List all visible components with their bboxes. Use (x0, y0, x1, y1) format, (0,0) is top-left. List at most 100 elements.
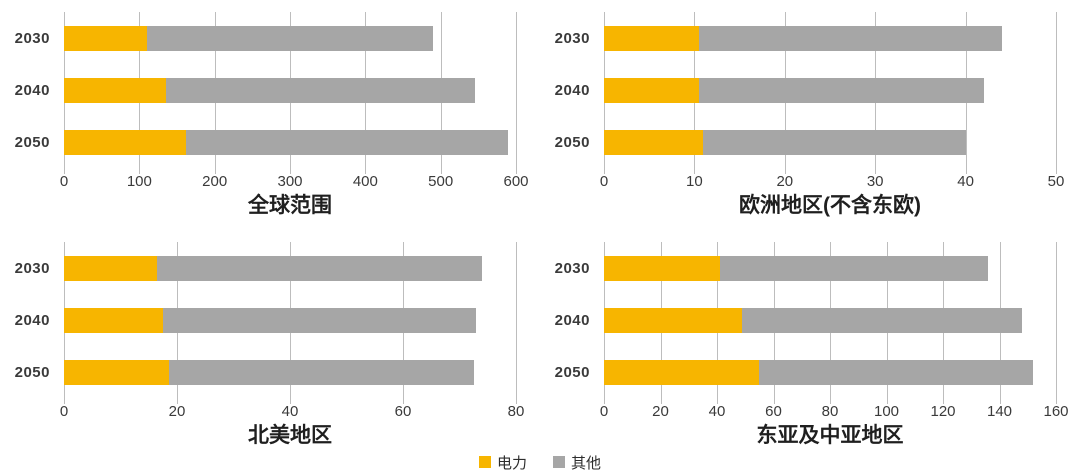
x-tick-label: 0 (599, 173, 609, 190)
bar-row (64, 346, 516, 398)
plot-row: 2030 2040 2050 (540, 12, 1080, 174)
bar-segment-electricity (64, 255, 158, 281)
bar-segment-other (162, 307, 477, 333)
plot-area (604, 12, 1057, 174)
charts-grid: 2030 2040 2050 0 100 200 300 400 500 600 全球范围 2030 2… (0, 0, 1080, 448)
stacked-bar (64, 77, 516, 103)
gridline (516, 242, 517, 404)
bar-segment-electricity (64, 25, 147, 51)
plot-area (64, 242, 517, 404)
x-tick-label: 300 (277, 173, 303, 190)
chart-2: 2030 2040 2050 0 10 20 30 40 50 欧洲地区(不含东欧) (540, 0, 1080, 237)
x-tick-label: 0 (59, 403, 69, 420)
y-axis-label: 2040 (554, 81, 590, 99)
x-axis: 0 20 40 60 80 100 120 140 160 (600, 398, 1069, 420)
legend: 电力 其他 (0, 448, 1080, 476)
bar-row (64, 12, 516, 64)
y-axis-label: 2040 (14, 81, 50, 99)
bar-segment-other (759, 359, 1034, 385)
stacked-bar (604, 255, 1056, 281)
chart-4: 2030 2040 2050 0 20 40 60 80 100 120 140 160 东亚及中亚地区 (540, 237, 1080, 448)
bar-segment-electricity (604, 25, 699, 51)
x-axis: 0 20 40 60 80 (60, 398, 525, 420)
bar-row (604, 12, 1056, 64)
bar-segment-electricity (64, 307, 163, 333)
bar-segment-electricity (604, 129, 704, 155)
bar-segment-other (703, 129, 966, 155)
stacked-bar (604, 307, 1056, 333)
x-tick-label: 0 (599, 403, 609, 420)
x-axis: 0 10 20 30 40 50 (600, 168, 1065, 190)
chart-3: 2030 2040 2050 0 20 40 60 80 北美地区 (0, 237, 540, 448)
x-tick-label: 60 (394, 403, 412, 420)
x-tick-label: 80 (507, 403, 525, 420)
stacked-bar (64, 307, 516, 333)
legend-label-electricity: 电力 (496, 454, 527, 472)
bar-row (604, 294, 1056, 346)
x-tick-label: 40 (708, 403, 726, 420)
bar-segment-electricity (64, 77, 166, 103)
plot-area (64, 12, 517, 174)
x-tick-label: 80 (821, 403, 839, 420)
legend-item-other: 其他 (553, 452, 601, 473)
y-axis-label: 2050 (14, 133, 50, 151)
bar-row (604, 346, 1056, 398)
plot-row: 2030 2040 2050 (0, 242, 540, 404)
bar-segment-other (186, 129, 509, 155)
y-axis-label: 2050 (554, 363, 590, 381)
plot-row: 2030 2040 2050 (0, 12, 540, 174)
chart-title: 欧洲地区(不含东欧) (739, 194, 921, 217)
bar-segment-other (719, 255, 989, 281)
bar-segment-electricity (64, 129, 187, 155)
legend-label-other: 其他 (571, 454, 602, 472)
x-tick-label: 160 (1043, 403, 1069, 420)
plot-row: 2030 2040 2050 (540, 242, 1080, 404)
chart-title: 全球范围 (248, 194, 332, 217)
plot-area (604, 242, 1057, 404)
x-tick-label: 120 (930, 403, 956, 420)
x-tick-label: 20 (652, 403, 669, 420)
bar-segment-other (698, 25, 1002, 51)
bar-row (64, 116, 516, 168)
x-tick-label: 40 (957, 173, 974, 190)
bar-segment-other (146, 25, 434, 51)
bar-segment-electricity (604, 77, 699, 103)
y-axis-labels: 2030 2040 2050 (540, 12, 604, 168)
y-axis-labels: 2030 2040 2050 (0, 12, 64, 168)
stacked-bar (64, 359, 516, 385)
bar-segment-other (698, 77, 984, 103)
bar-segment-other (165, 77, 475, 103)
stacked-bar (604, 77, 1056, 103)
stacked-bar (64, 129, 516, 155)
bar-segment-electricity (604, 307, 743, 333)
bar-segment-electricity (64, 359, 169, 385)
x-tick-label: 400 (352, 173, 378, 190)
x-tick-label: 100 (126, 173, 152, 190)
y-axis-labels: 2030 2040 2050 (540, 242, 604, 398)
x-tick-label: 20 (168, 403, 186, 420)
x-tick-label: 500 (428, 173, 454, 190)
bar-row (604, 242, 1056, 294)
stacked-bar (64, 255, 516, 281)
x-tick-label: 40 (281, 403, 299, 420)
x-tick-label: 50 (1047, 173, 1065, 190)
y-axis-label: 2040 (14, 311, 50, 329)
x-tick-label: 10 (686, 173, 703, 190)
y-axis-label: 2030 (14, 259, 50, 277)
bar-segment-electricity (604, 255, 720, 281)
chart-title: 北美地区 (248, 424, 332, 447)
bar-row (64, 242, 516, 294)
x-tick-label: 200 (202, 173, 228, 190)
x-tick-label: 140 (986, 403, 1013, 420)
y-axis-label: 2050 (14, 363, 50, 381)
y-axis-label: 2030 (554, 29, 590, 47)
gridline (516, 12, 517, 174)
x-axis: 0 100 200 300 400 500 600 (60, 168, 529, 190)
legend-swatch-other (553, 456, 565, 468)
x-tick-label: 0 (59, 173, 69, 190)
y-axis-label: 2030 (14, 29, 50, 47)
chart-1: 2030 2040 2050 0 100 200 300 400 500 600 全球范围 (0, 0, 540, 237)
legend-item-electricity: 电力 (478, 452, 527, 473)
bar-row (64, 64, 516, 116)
